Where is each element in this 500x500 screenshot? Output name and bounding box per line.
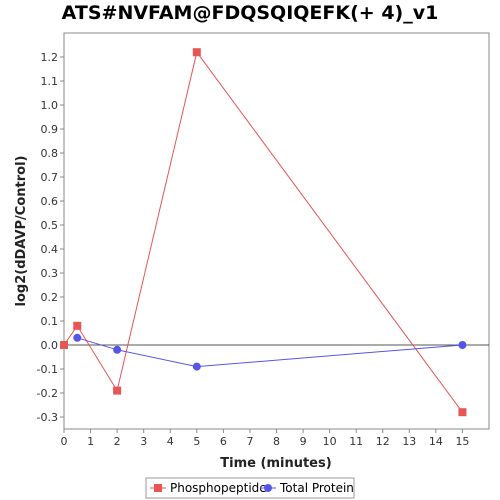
x-tick-label: 10 (323, 435, 337, 448)
data-point (60, 341, 68, 349)
x-tick-label: 14 (429, 435, 443, 448)
series-phosphopeptide (60, 48, 467, 417)
plot-area (63, 32, 490, 430)
x-tick-label: 15 (455, 435, 469, 448)
legend-label: Phosphopeptide (170, 481, 267, 495)
legend-item: Total Protein (260, 481, 354, 495)
data-point (73, 321, 82, 330)
legend-square-marker (154, 484, 162, 492)
x-tick-label: 7 (246, 435, 253, 448)
y-tick-label: -0.3 (37, 411, 58, 424)
y-axis: -0.3 -0.2 -0.1 0.0 0.1 0.2 0.3 0.4 0.5 0.6 0.7 0.8 0… (37, 51, 64, 424)
series-total-protein (73, 333, 467, 371)
x-tick-label: 0 (61, 435, 68, 448)
x-tick-label: 6 (220, 435, 227, 448)
x-tick-label: 3 (140, 435, 147, 448)
legend-circle-marker (264, 484, 272, 492)
x-tick-label: 4 (167, 435, 174, 448)
x-tick-label: 1 (87, 435, 94, 448)
x-tick-label: 13 (402, 435, 416, 448)
x-tick-label: 12 (376, 435, 390, 448)
y-tick-label: 0.6 (41, 195, 59, 208)
legend: Phosphopeptide Total Protein (145, 477, 355, 499)
data-point (458, 408, 467, 417)
data-point (73, 333, 82, 342)
y-tick-label: 0.0 (41, 339, 59, 352)
legend-frame (145, 477, 355, 499)
y-tick-label: 0.8 (41, 147, 59, 160)
data-point (113, 345, 122, 354)
y-tick-label: 0.3 (41, 267, 59, 280)
y-tick-label: 1.0 (41, 99, 59, 112)
x-tick-label: 8 (273, 435, 280, 448)
x-tick-label: 9 (300, 435, 307, 448)
x-axis: 0 1 2 3 4 5 6 7 8 9 10 11 12 13 14 15 (61, 429, 469, 448)
y-tick-label: 0.4 (41, 243, 59, 256)
series-line (77, 337, 463, 368)
y-tick-label: 1.2 (41, 51, 59, 64)
data-point (458, 341, 467, 349)
y-tick-label: 0.7 (41, 171, 59, 184)
data-point (192, 362, 201, 371)
y-tick-label: 1.1 (41, 75, 59, 88)
x-axis-label: Time (minutes) (220, 456, 331, 471)
x-tick-label: 2 (114, 435, 121, 448)
data-point (113, 386, 122, 395)
x-tick-label: 5 (193, 435, 200, 448)
legend-label: Total Protein (279, 481, 354, 495)
y-axis-label: log2(dDAVP/Control) (14, 156, 29, 307)
y-tick-label: -0.2 (37, 387, 58, 400)
y-tick-label: 0.5 (41, 219, 59, 232)
chart-title: ATS#NVFAM@FDQSQIQEFK(+ 4)_v1 (61, 2, 439, 24)
y-tick-label: 0.1 (41, 315, 59, 328)
legend-item: Phosphopeptide (150, 481, 267, 495)
y-tick-label: 0.9 (41, 123, 59, 136)
data-point (192, 48, 201, 57)
y-tick-label: 0.2 (41, 291, 59, 304)
y-tick-label: -0.1 (37, 363, 58, 376)
x-tick-label: 11 (349, 435, 363, 448)
